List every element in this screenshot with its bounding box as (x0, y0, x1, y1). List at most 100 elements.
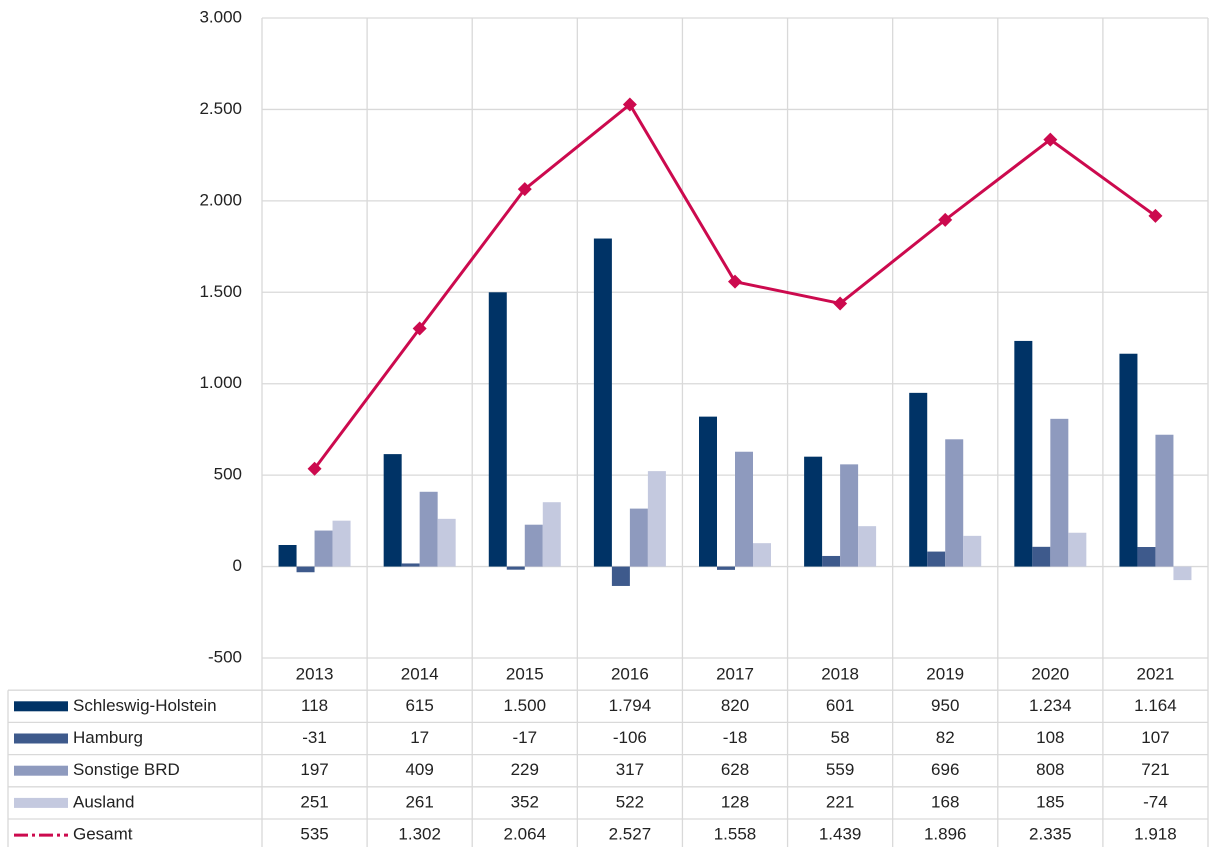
table-value: 1.794 (609, 696, 652, 715)
y-tick-label: 2.000 (199, 190, 242, 209)
legend-label: Schleswig-Holstein (73, 696, 217, 715)
bar (840, 464, 859, 567)
x-tick-label: 2019 (926, 665, 964, 684)
bar (1137, 547, 1156, 567)
y-tick-label: 3.000 (199, 7, 242, 26)
bar (506, 566, 525, 570)
table-value: 1.896 (924, 825, 967, 844)
table-value: 185 (1036, 792, 1064, 811)
line-marker (938, 212, 953, 227)
bar (401, 563, 420, 567)
bar (753, 543, 771, 567)
table-value: 696 (931, 760, 959, 779)
bar (647, 471, 666, 567)
table-value: 1.234 (1029, 696, 1072, 715)
bar (332, 520, 351, 567)
bar (542, 502, 561, 567)
bar (314, 530, 333, 567)
table-value: 168 (931, 792, 959, 811)
table-value: 17 (410, 728, 429, 747)
line-marker (307, 461, 322, 476)
line-marker (1148, 208, 1163, 223)
legend-key (14, 701, 68, 712)
table-value: 261 (405, 792, 433, 811)
table-value: 1.500 (504, 696, 547, 715)
x-tick-label: 2020 (1031, 665, 1069, 684)
table-value: 820 (721, 696, 749, 715)
legend-label: Sonstige BRD (73, 760, 180, 779)
x-tick-label: 2017 (716, 665, 754, 684)
table-value: 808 (1036, 760, 1064, 779)
bar (1155, 434, 1174, 567)
y-tick-label: 1.000 (199, 373, 242, 392)
legend-label: Gesamt (73, 825, 133, 844)
x-tick-label: 2015 (506, 665, 544, 684)
bar (717, 566, 735, 570)
bar (963, 535, 982, 567)
table-value: 1.439 (819, 825, 862, 844)
legend-label: Hamburg (73, 728, 143, 747)
table-value: 118 (301, 696, 328, 715)
table-value: 251 (300, 792, 328, 811)
table-value: 1.558 (714, 825, 757, 844)
line-marker (833, 296, 848, 311)
legend-label: Ausland (73, 792, 134, 811)
table-value: -31 (302, 728, 327, 747)
line-marker (517, 182, 532, 197)
bar (858, 526, 877, 567)
table-value: 1.164 (1134, 696, 1177, 715)
bar (1173, 566, 1192, 581)
bar (488, 292, 507, 567)
y-tick-label: 0 (233, 556, 242, 575)
table-value: 522 (616, 792, 644, 811)
table-value: 2.064 (504, 825, 547, 844)
x-tick-label: 2016 (611, 665, 649, 684)
bar (927, 551, 946, 567)
line-marker (728, 274, 742, 289)
table-value: 1.918 (1134, 825, 1177, 844)
table-value: 221 (826, 792, 854, 811)
bar (699, 416, 717, 567)
table-value: 107 (1141, 728, 1169, 747)
bar (437, 518, 456, 567)
line-marker (412, 321, 427, 336)
y-tick-label: 1.500 (199, 282, 242, 301)
table-value: 82 (936, 728, 955, 747)
bar (822, 555, 841, 567)
bar (735, 451, 753, 567)
line-marker (622, 97, 637, 112)
bar (1032, 546, 1051, 567)
bar (1050, 418, 1069, 567)
table-value: 950 (931, 696, 959, 715)
table-value: 229 (511, 760, 539, 779)
line-marker (1043, 132, 1058, 147)
y-tick-label: 500 (214, 465, 242, 484)
x-tick-label: 2014 (401, 665, 439, 684)
table-value: 535 (300, 825, 328, 844)
table-value: 317 (616, 760, 644, 779)
table-value: -106 (613, 728, 647, 747)
table-value: -18 (723, 728, 748, 747)
legend-key (14, 797, 68, 808)
x-tick-label: 2018 (821, 665, 859, 684)
bar (611, 566, 630, 586)
table-value: 2.335 (1029, 825, 1072, 844)
table-value: 108 (1036, 728, 1064, 747)
table-value: 628 (721, 760, 749, 779)
y-tick-label: 2.500 (199, 99, 242, 118)
table-value: -74 (1143, 792, 1168, 811)
table-value: -17 (512, 728, 537, 747)
table-value: 58 (831, 728, 850, 747)
table-value: 2.527 (609, 825, 652, 844)
x-tick-label: 2013 (296, 665, 334, 684)
y-tick-label: -500 (208, 647, 242, 666)
bar (945, 439, 964, 567)
bar (278, 544, 297, 567)
bar (804, 456, 823, 567)
bar (1119, 353, 1138, 567)
bar (524, 524, 543, 567)
table-value: 128 (721, 792, 749, 811)
table-value: 721 (1141, 760, 1169, 779)
